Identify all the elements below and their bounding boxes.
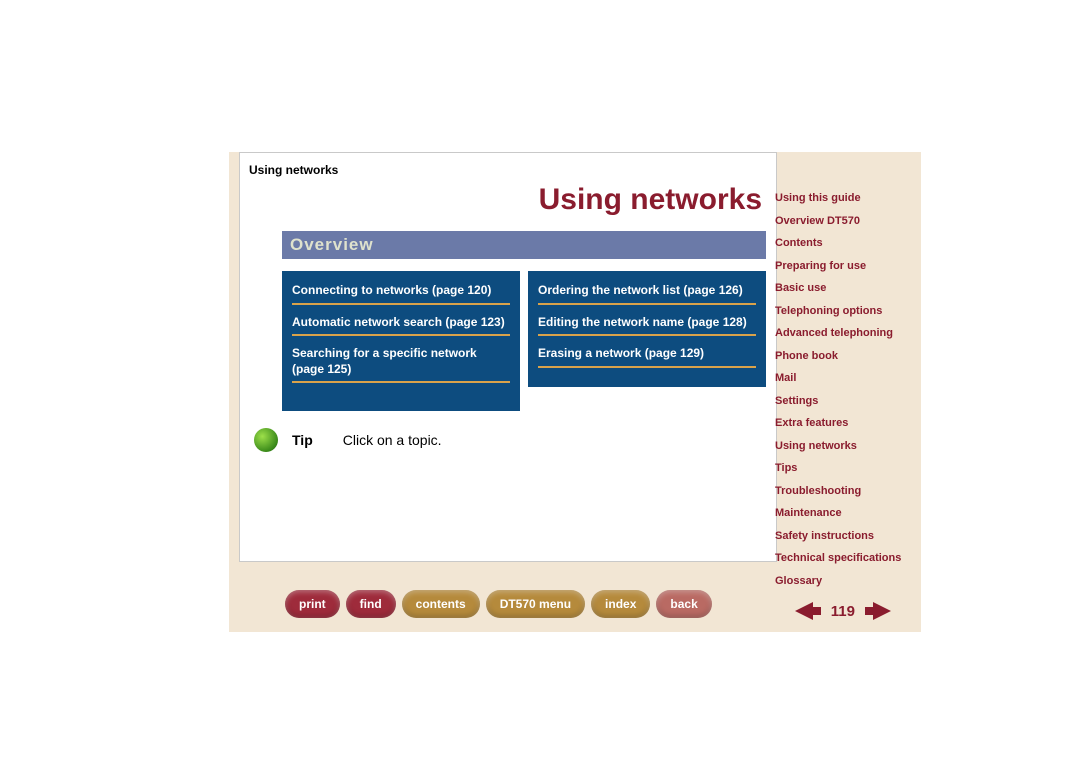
toc-link[interactable]: Basic use [775, 280, 911, 297]
bottom-nav: print find contents DT570 menu index bac… [285, 584, 712, 624]
arrow-left-icon [795, 602, 813, 620]
prev-page-button[interactable] [795, 602, 821, 620]
tip-label: Tip [292, 432, 313, 448]
toc-link[interactable]: Troubleshooting [775, 483, 911, 500]
arrow-stem [813, 607, 821, 615]
print-button[interactable]: print [285, 590, 340, 618]
content-panel: Using networks Using networks Overview C… [239, 152, 777, 562]
next-page-button[interactable] [865, 602, 891, 620]
manual-page: Using networks Using networks Overview C… [229, 152, 921, 632]
tip-icon [254, 428, 278, 452]
toc-link[interactable]: Advanced telephoning [775, 325, 911, 342]
toc-link[interactable]: Extra features [775, 415, 911, 432]
topic-link[interactable]: Erasing a network (page 129) [538, 342, 756, 368]
find-button[interactable]: find [346, 590, 396, 618]
toc-link[interactable]: Phone book [775, 348, 911, 365]
toc-link[interactable]: Using networks [775, 438, 911, 455]
overview-heading: Overview [282, 231, 766, 259]
toc-link[interactable]: Telephoning options [775, 303, 911, 320]
topics-column-left: Connecting to networks (page 120) Automa… [282, 271, 520, 411]
section-header: Using networks [249, 163, 338, 177]
toc-link[interactable]: Contents [775, 235, 911, 252]
arrow-stem [865, 607, 873, 615]
page-number: 119 [831, 603, 855, 620]
tip-text: Click on a topic. [343, 432, 442, 448]
topic-link[interactable]: Searching for a specific network (page 1… [292, 342, 510, 383]
toc-link[interactable]: Mail [775, 370, 911, 387]
page-title: Using networks [539, 183, 762, 217]
toc-link[interactable]: Glossary [775, 573, 911, 590]
toc-link[interactable]: Preparing for use [775, 258, 911, 275]
topic-link[interactable]: Automatic network search (page 123) [292, 311, 510, 337]
topic-link[interactable]: Connecting to networks (page 120) [292, 279, 510, 305]
tip-row: Tip Click on a topic. [240, 428, 760, 452]
toc-link[interactable]: Safety instructions [775, 528, 911, 545]
topic-link[interactable]: Editing the network name (page 128) [538, 311, 756, 337]
toc-link[interactable]: Tips [775, 460, 911, 477]
toc-link[interactable]: Using this guide [775, 190, 911, 207]
toc-link[interactable]: Overview DT570 [775, 213, 911, 230]
toc-link[interactable]: Technical specifications [775, 550, 911, 567]
toc-link[interactable]: Maintenance [775, 505, 911, 522]
page-pager: 119 [795, 602, 891, 620]
dt570-menu-button[interactable]: DT570 menu [486, 590, 585, 618]
arrow-right-icon [873, 602, 891, 620]
topic-link[interactable]: Ordering the network list (page 126) [538, 279, 756, 305]
contents-button[interactable]: contents [402, 590, 480, 618]
toc-sidebar: Using this guide Overview DT570 Contents… [775, 190, 911, 595]
toc-link[interactable]: Settings [775, 393, 911, 410]
topics-column-right: Ordering the network list (page 126) Edi… [528, 271, 766, 387]
back-button[interactable]: back [656, 590, 711, 618]
index-button[interactable]: index [591, 590, 650, 618]
